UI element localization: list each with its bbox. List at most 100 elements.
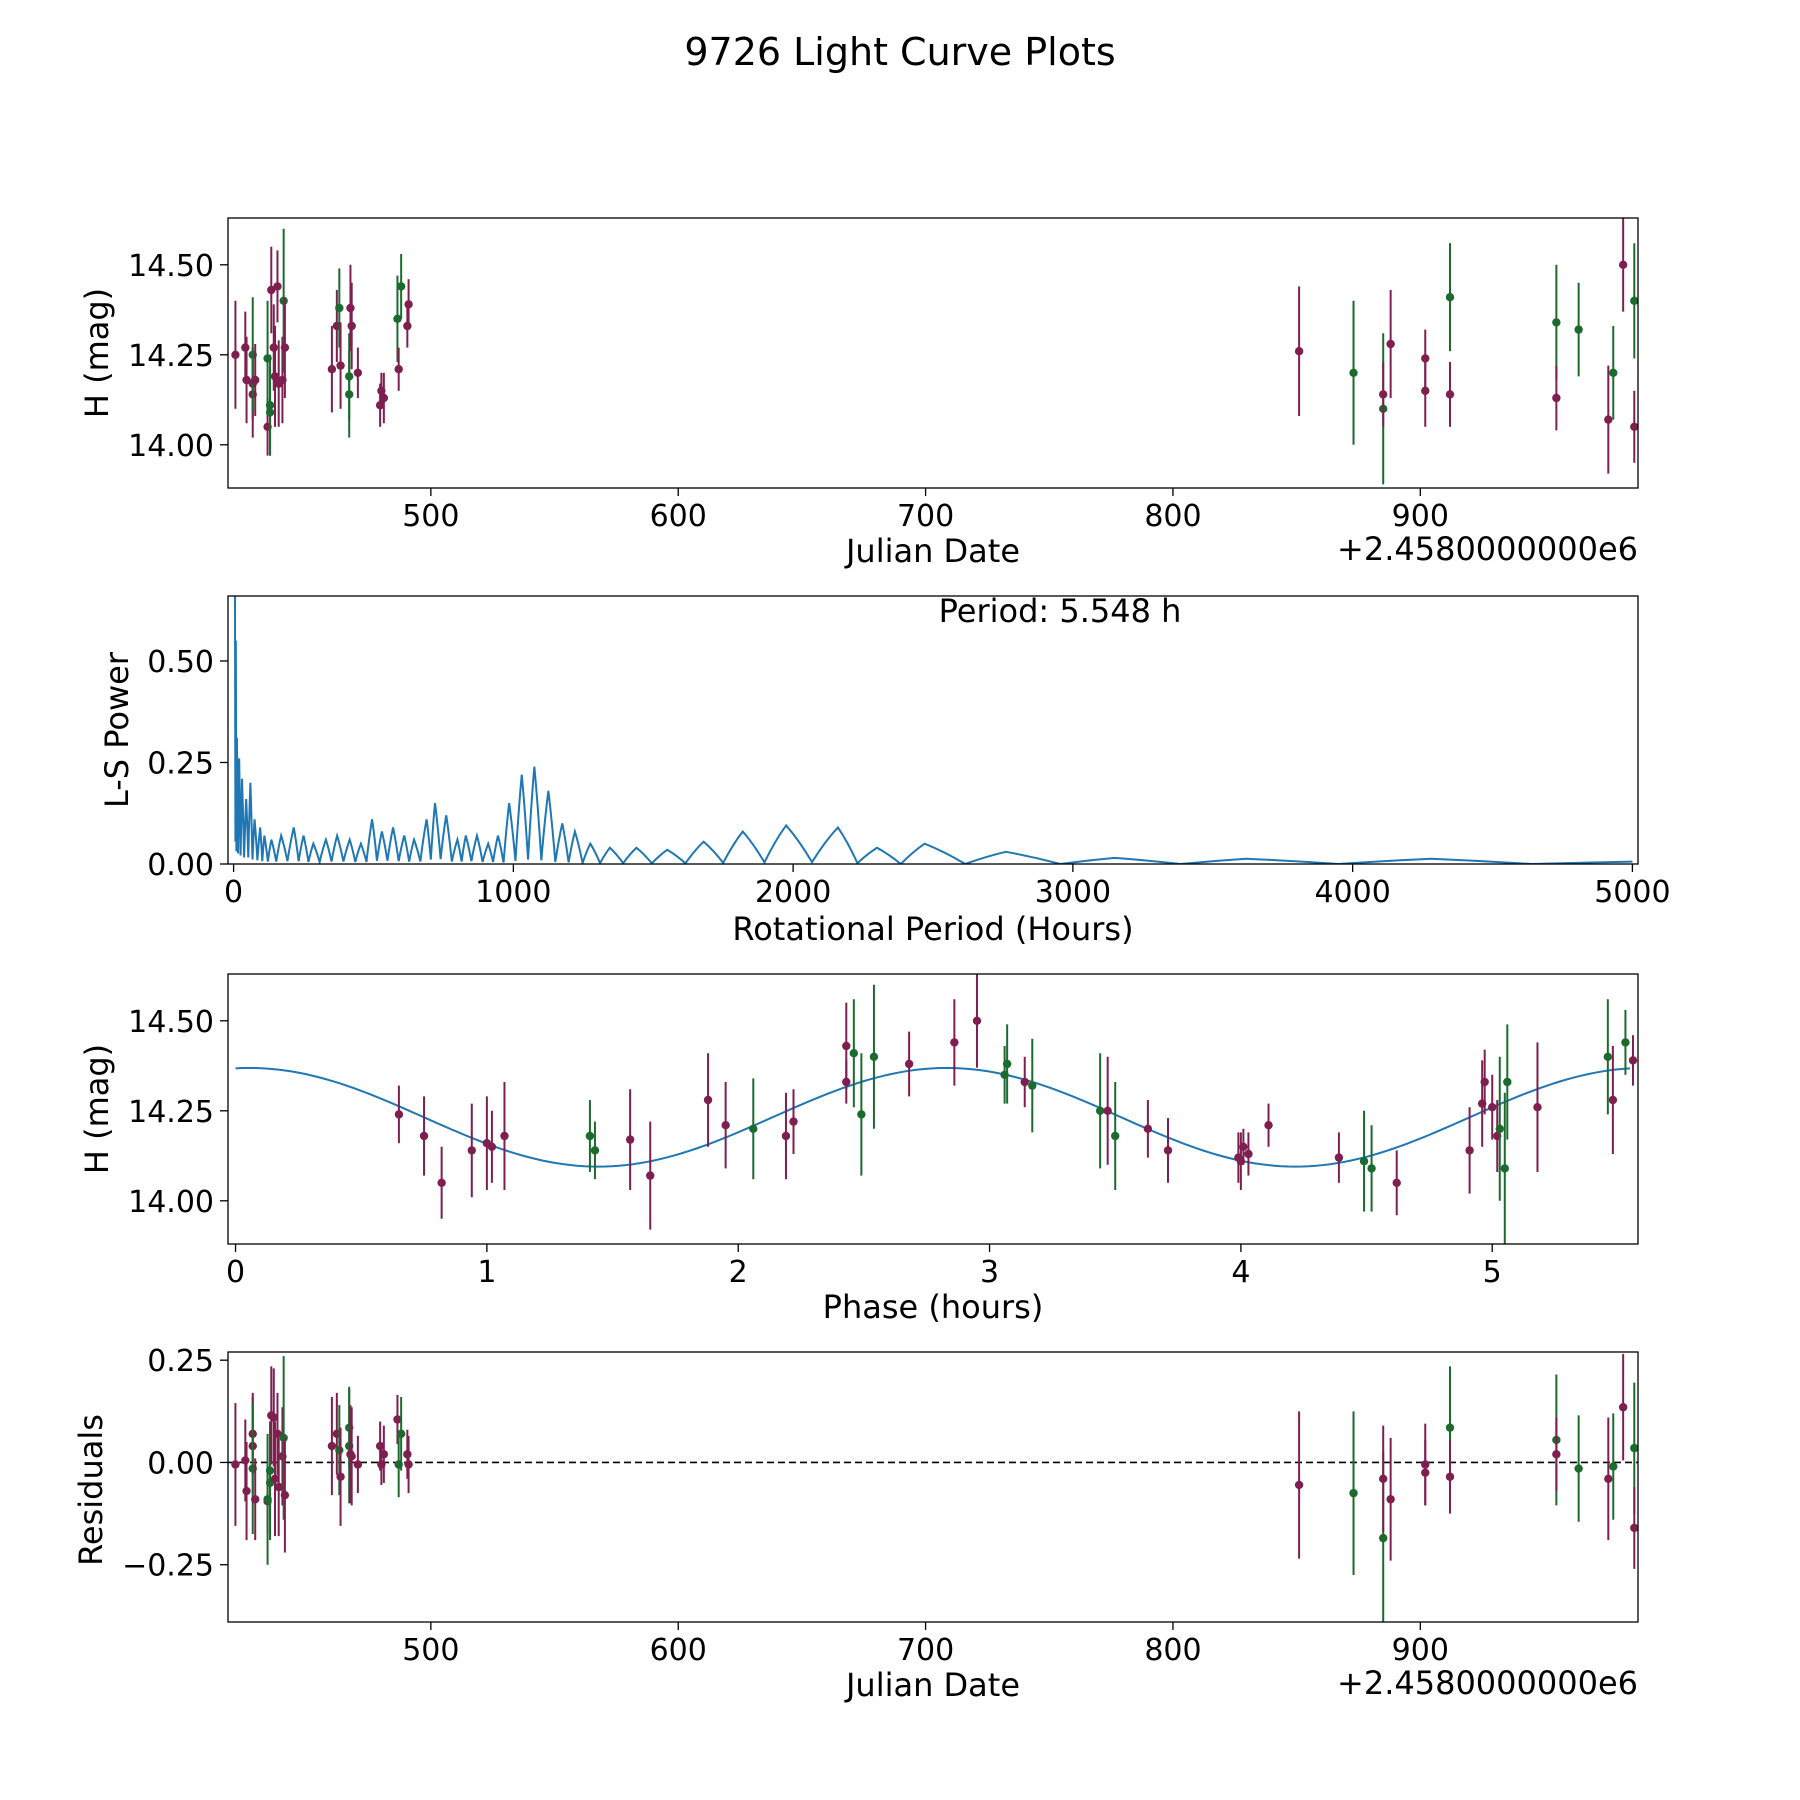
data-point (419, 1131, 429, 1141)
data-point (1621, 1038, 1630, 1047)
data-point (842, 1041, 851, 1051)
period-annotation: Period: 5.548 h (939, 592, 1182, 630)
x-tick-label: 500 (402, 1633, 459, 1668)
y-tick-label: 14.00 (128, 429, 214, 464)
plot-frame (227, 973, 1639, 1245)
data-point (265, 401, 275, 410)
data-point (1386, 1495, 1395, 1504)
data-point (1630, 1443, 1638, 1453)
data-point (1552, 318, 1561, 327)
data-point (1604, 415, 1613, 424)
x-tick-label: 0 (224, 875, 243, 910)
data-point (904, 1059, 914, 1069)
panel-lightcurve: 500 600 700 800 900 14.00 14.25 14.50 Julian Da… (78, 217, 1639, 570)
plot-frame (227, 217, 1639, 489)
data-point (857, 1110, 866, 1119)
data-point (1552, 1450, 1561, 1459)
y-axis-label: L-S Power (98, 651, 136, 808)
panel-residuals: 500 600 700 800 900 −0.25 0.00 0.25 Julian Date… (72, 1344, 1639, 1704)
data-point (467, 1146, 476, 1155)
data-point (1349, 368, 1358, 377)
x-axis-label: Julian Date (844, 1666, 1020, 1704)
data-point (781, 1131, 791, 1141)
data-point (842, 1077, 851, 1087)
x-axis-label: Julian Date (844, 532, 1020, 570)
data-point (396, 282, 406, 291)
data-point (1379, 1474, 1388, 1484)
data-point (1618, 260, 1628, 269)
data-point (1604, 1474, 1613, 1484)
data-point (1495, 1124, 1504, 1134)
y-tick-label: −0.25 (122, 1549, 214, 1584)
data-point (1618, 1403, 1628, 1412)
y-tick-label: 14.25 (128, 339, 214, 374)
data-point (280, 343, 290, 352)
x-tick-label: 4 (1231, 1255, 1250, 1290)
fit-curve (235, 1066, 1631, 1168)
data-point (849, 1049, 859, 1058)
data-point (1349, 1488, 1358, 1498)
x-tick-label: 1 (477, 1255, 496, 1290)
data-point (1143, 1124, 1153, 1134)
data-point (1386, 339, 1395, 349)
data-point (241, 1456, 250, 1465)
data-point (1095, 1106, 1105, 1116)
data-point (749, 1124, 758, 1134)
data-point (1552, 393, 1561, 403)
data-point (231, 350, 240, 359)
data-point (279, 1433, 288, 1443)
data-point (335, 1445, 344, 1455)
plot-frame (227, 595, 1639, 865)
y-axis-label: H (mag) (78, 1044, 116, 1174)
data-point (404, 300, 413, 309)
data-point (1445, 390, 1455, 399)
y-tick-label: 0.00 (147, 1446, 214, 1481)
data-point (393, 1415, 402, 1424)
data-point (437, 1178, 446, 1188)
data-point (1533, 1103, 1542, 1112)
x-tick-label: 3 (980, 1255, 999, 1290)
x-tick-label: 800 (1144, 499, 1201, 534)
offset-label: +2.4580000000e6 (1337, 1664, 1638, 1702)
y-tick-label: 14.25 (128, 1095, 214, 1130)
data-point (1630, 422, 1638, 431)
data-point (585, 1131, 595, 1141)
y-axis-label: H (mag) (78, 288, 116, 418)
data-point (1465, 1146, 1474, 1155)
data-point (625, 1135, 635, 1144)
data-point (270, 372, 280, 381)
data-point (274, 1482, 283, 1492)
data-point (347, 1452, 356, 1461)
data-point (1264, 1121, 1273, 1130)
data-point (1574, 1464, 1583, 1473)
data-point (1609, 368, 1618, 377)
data-point (346, 303, 355, 313)
x-tick-label: 4000 (1314, 875, 1390, 910)
data-point (345, 372, 354, 381)
periodogram-line (233, 596, 1633, 864)
data-point (1359, 1157, 1369, 1166)
data-point (231, 1460, 240, 1469)
data-point (335, 303, 344, 313)
data-point (242, 1486, 251, 1496)
data-point (347, 321, 356, 331)
data-point (1603, 1052, 1613, 1062)
x-tick-label: 600 (650, 499, 707, 534)
data-point (1294, 347, 1304, 356)
data-point (394, 1110, 404, 1119)
x-tick-label: 5 (1483, 1255, 1502, 1290)
y-tick-label: 0.25 (147, 746, 214, 781)
data-point (1028, 1081, 1037, 1090)
data-point (403, 321, 412, 331)
plot-frame (227, 1351, 1639, 1623)
x-tick-label: 800 (1144, 1633, 1201, 1668)
data-point (279, 296, 288, 305)
y-tick-label: 14.50 (128, 1005, 214, 1040)
data-point (1445, 293, 1455, 302)
x-tick-label: 3000 (1035, 875, 1111, 910)
panel-periodogram: 0 1000 2000 3000 4000 5000 0.00 0.25 0.50 Period… (98, 592, 1671, 948)
data-point (251, 1495, 260, 1504)
data-point (1445, 1472, 1455, 1481)
data-point (721, 1121, 730, 1130)
